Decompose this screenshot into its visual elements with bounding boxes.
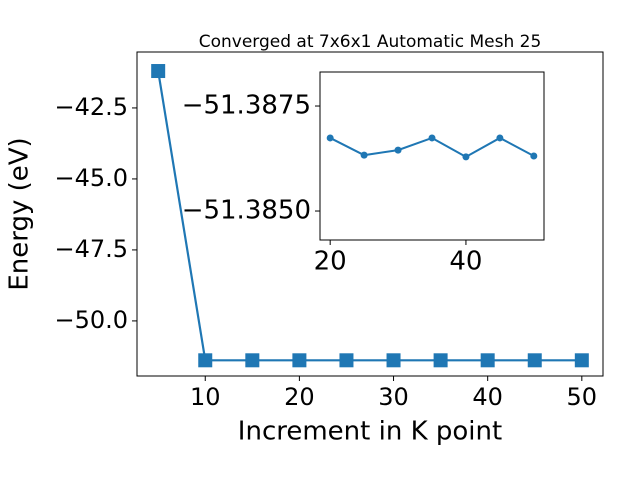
marker [151,64,166,79]
marker [292,353,307,368]
y-tick-label: −51.3850 [182,196,311,226]
marker [360,151,368,159]
marker [339,353,354,368]
y-tick-label: −50.0 [54,306,128,334]
y-tick-label: −47.5 [54,235,128,263]
x-tick-label: 40 [472,383,503,411]
marker [386,353,401,368]
x-tick-label: 20 [314,247,347,277]
inset-background [320,72,544,240]
data-line [157,70,582,362]
marker [462,153,470,161]
x-tick-label: 10 [190,383,221,411]
marker [198,353,213,368]
marker [574,353,589,368]
axes-frame [319,71,545,241]
y-tick-label: −51.3875 [182,91,311,121]
marker [496,134,504,142]
marker [394,146,402,154]
marker [530,152,538,160]
marker [326,134,334,142]
x-tick-label: 30 [378,383,409,411]
marker [433,353,448,368]
axes-frame [136,51,604,377]
marker [527,353,542,368]
y-tick-label: −42.5 [54,93,128,121]
marker [245,353,260,368]
marker [428,134,436,142]
y-tick-label: −45.0 [54,164,128,192]
x-tick-label: 50 [567,383,598,411]
x-axis-label: Increment in K point [238,417,502,447]
marker [480,353,495,368]
x-tick-label: 40 [449,247,482,277]
x-tick-label: 20 [284,383,315,411]
y-axis-label: Energy (eV) [5,137,35,290]
chart-title: Converged at 7x6x1 Automatic Mesh 25 [199,32,542,52]
